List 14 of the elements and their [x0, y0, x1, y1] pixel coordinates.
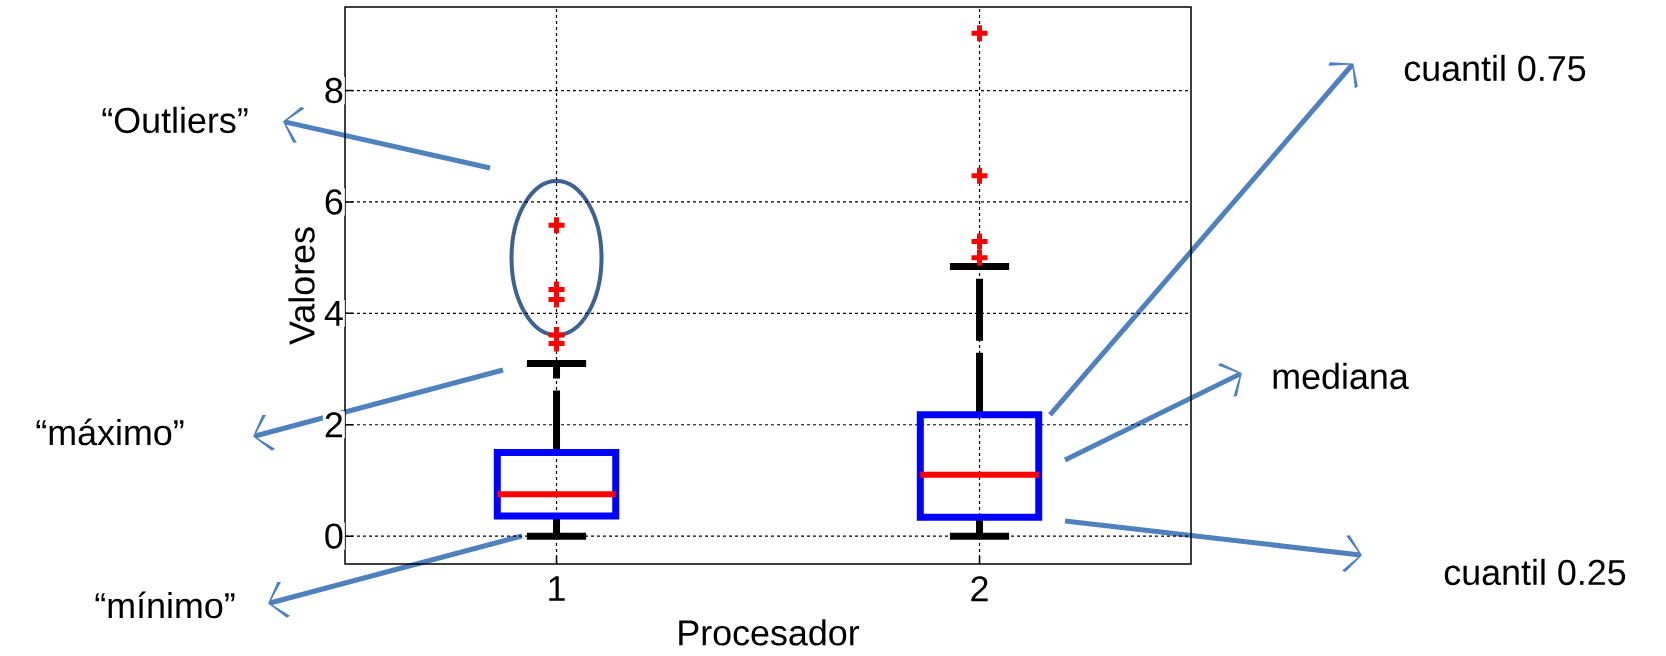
text: cuantil 0.75: [1404, 54, 1586, 82]
text: cuantil 0.25: [1444, 558, 1626, 586]
text: “Outliers”: [102, 106, 248, 134]
y-tick-label: 2: [325, 412, 343, 438]
x-axis-title: Procesador: [679, 619, 860, 646]
y-axis-title: Valores: [288, 227, 315, 345]
text: “mínimo”: [95, 591, 235, 619]
y-tick-label: 6: [325, 189, 343, 215]
y-tick-label: 0: [325, 523, 343, 549]
text: mediana: [1273, 362, 1409, 390]
x-tick-label: 1: [549, 576, 565, 601]
y-tick-label: 4: [324, 301, 343, 326]
text: “máximo”: [36, 418, 184, 446]
y-tick-label: 8: [325, 77, 343, 104]
